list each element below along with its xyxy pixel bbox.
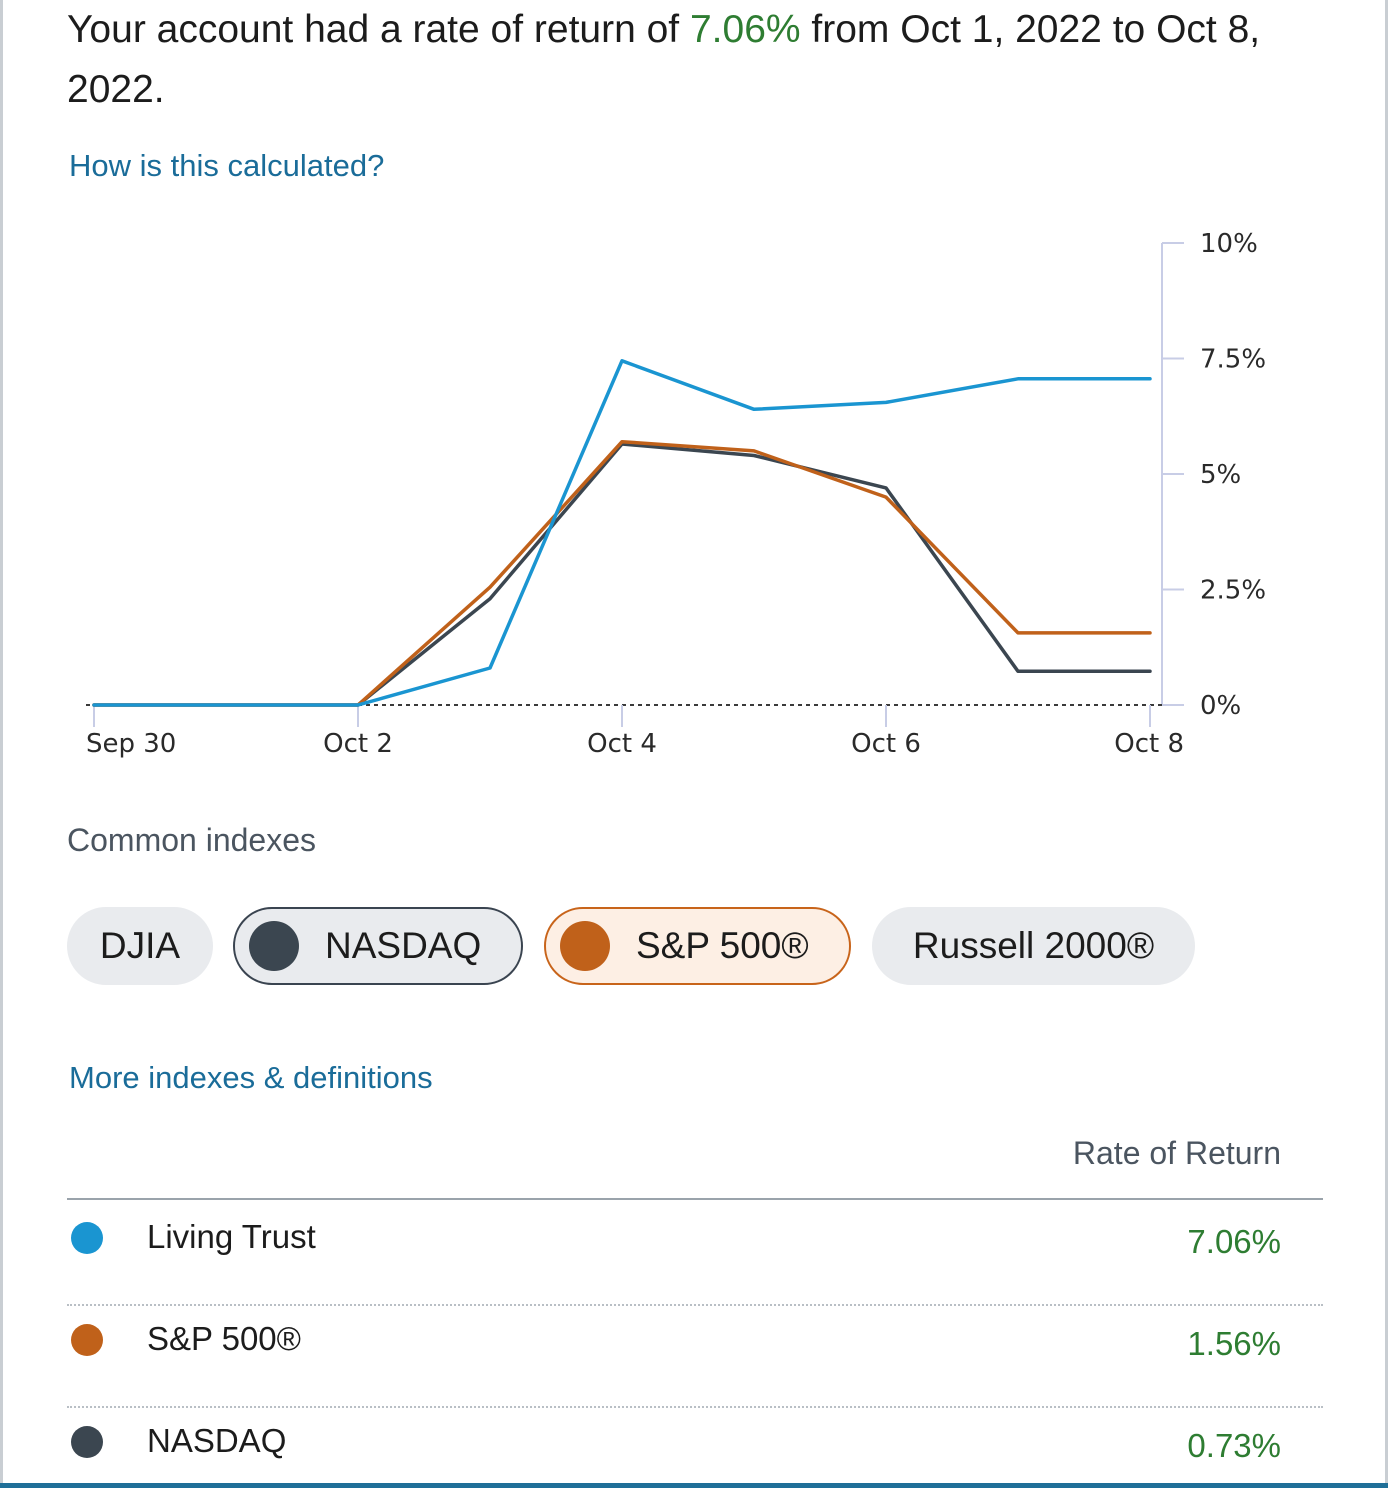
row-name: NASDAQ <box>147 1422 287 1459</box>
row-value: 0.73% <box>1187 1427 1281 1464</box>
x-tick-label: Oct 2 <box>323 729 393 759</box>
y-tick-label: 2.5% <box>1200 576 1266 606</box>
rate-of-return-header: Rate of Return <box>1072 1135 1281 1171</box>
table-row-sp500: S&P 500® 1.56% <box>67 1308 1323 1408</box>
y-tick-label: 10% <box>1200 229 1258 259</box>
series-line-s-p-500 <box>92 439 1152 707</box>
table-row-nasdaq: NASDAQ 0.73% <box>67 1410 1323 1510</box>
row-separator <box>67 1304 1323 1306</box>
index-chip-nasdaq-label: NASDAQ <box>325 925 482 966</box>
living-trust-color-dot-icon <box>71 1222 103 1254</box>
rate-of-return-chart: 0% 2.5% 5% 7.5% 10% Sep 30 Oct 2 Oct 4 Oct 6 Oct … <box>86 229 1266 759</box>
x-tick-label: Oct 4 <box>587 729 657 759</box>
row-value: 7.06% <box>1187 1223 1281 1260</box>
how-calculated-link[interactable]: How is this calculated? <box>69 148 385 183</box>
sp500-color-dot-icon <box>560 921 610 971</box>
nasdaq-row-color-dot-icon <box>71 1426 103 1458</box>
index-chip-russell-2000[interactable]: Russell 2000® <box>872 907 1195 985</box>
summary-suffix: from Oct 1, 2022 to Oct 8, 2022. <box>67 8 1261 111</box>
series-line-nasdaq <box>92 442 1152 707</box>
index-chip-djia-label: DJIA <box>99 925 181 966</box>
x-tick-label: Oct 6 <box>851 729 921 759</box>
frame-bottom-border <box>0 1483 1388 1488</box>
y-tick-label: 0% <box>1200 691 1241 721</box>
index-chip-sp500-label: S&P 500® <box>636 925 809 966</box>
index-chip-nasdaq[interactable]: NASDAQ <box>233 907 523 985</box>
y-tick-label: 5% <box>1200 460 1241 490</box>
row-separator <box>67 1406 1323 1408</box>
summary-rate: 7.06% <box>689 8 801 51</box>
frame-left-border <box>0 0 3 1488</box>
summary-prefix: Your account had a rate of return of <box>67 8 690 51</box>
more-indexes-link[interactable]: More indexes & definitions <box>69 1060 433 1095</box>
index-chip-djia[interactable]: DJIA <box>67 907 213 985</box>
table-divider <box>67 1198 1323 1200</box>
row-name: S&P 500® <box>147 1320 301 1357</box>
sp500-row-color-dot-icon <box>71 1324 103 1356</box>
common-indexes-title: Common indexes <box>67 822 316 858</box>
x-tick-label: Sep 30 <box>86 729 176 759</box>
row-value: 1.56% <box>1187 1325 1281 1362</box>
x-tick-label: Oct 8 <box>1114 729 1184 759</box>
index-chip-russell-label: Russell 2000® <box>912 925 1155 966</box>
series-line-living-trust <box>92 359 1152 707</box>
table-row-living-trust: Living Trust 7.06% <box>67 1206 1323 1306</box>
y-tick-label: 7.5% <box>1200 345 1266 375</box>
nasdaq-color-dot-icon <box>249 921 299 971</box>
frame-right-border <box>1385 0 1388 1488</box>
return-summary: Your account had a rate of return of 7.0… <box>67 0 1327 120</box>
row-name: Living Trust <box>147 1218 316 1255</box>
index-chip-sp500[interactable]: S&P 500® <box>544 907 851 985</box>
